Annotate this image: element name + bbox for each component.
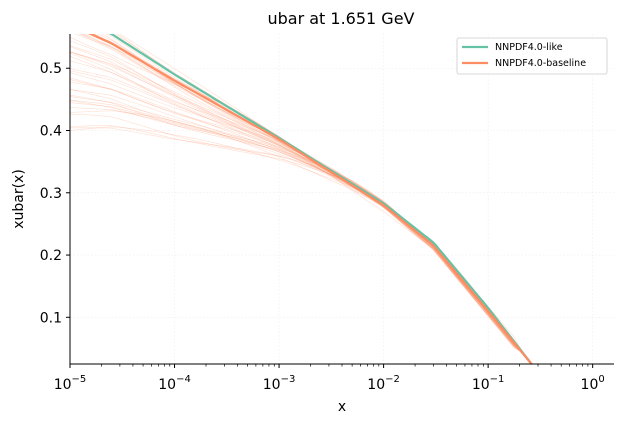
legend-frame xyxy=(456,37,608,75)
y-axis-label: xubar(x) xyxy=(11,169,27,229)
replica-line xyxy=(70,46,532,364)
x-tick-label-4: 10−1 xyxy=(472,374,505,393)
series-line-0 xyxy=(108,34,533,364)
x-tick-label-5: 100 xyxy=(581,374,605,393)
replica-line xyxy=(70,40,531,364)
replica-line xyxy=(79,34,532,364)
replica-line xyxy=(70,60,532,364)
replica-line xyxy=(70,102,532,364)
replica-line xyxy=(70,36,532,363)
x-tick-label-2: 10−3 xyxy=(263,374,296,393)
replica-line xyxy=(70,107,532,364)
replica-line xyxy=(70,77,532,364)
replica-line xyxy=(83,34,532,364)
legend-label-nnpdf40-like: NNPDF4.0-like xyxy=(495,42,563,53)
legend: NNPDF4.0-like NNPDF4.0-baseline xyxy=(456,37,608,75)
replica-line xyxy=(70,99,532,364)
replica-line xyxy=(70,114,531,364)
chart-title: ubar at 1.651 GeV xyxy=(267,9,414,28)
replica-line xyxy=(70,94,532,364)
replica-line xyxy=(70,100,532,364)
replica-line xyxy=(70,70,532,364)
y-tick-label-2: 0.3 xyxy=(40,186,62,202)
y-tick-label-3: 0.4 xyxy=(40,124,62,140)
x-tick-label-3: 10−2 xyxy=(367,374,400,393)
replica-line xyxy=(92,34,531,364)
y-tick-label-1: 0.2 xyxy=(40,248,62,264)
y-tick-label-4: 0.5 xyxy=(40,61,62,77)
series-line-1 xyxy=(88,34,533,364)
replica-line xyxy=(92,34,532,364)
replica-line xyxy=(70,127,532,364)
x-axis-label: x xyxy=(338,399,346,415)
replica-line xyxy=(70,96,532,364)
replica-line xyxy=(70,126,532,364)
replica-line xyxy=(70,45,532,364)
replica-line xyxy=(82,34,532,364)
x-ticks: 10−5 10−4 10−3 10−2 10−1 100 xyxy=(54,364,605,393)
replica-line xyxy=(74,34,532,364)
x-tick-label-1: 10−4 xyxy=(158,374,191,393)
series-lines xyxy=(88,34,533,364)
y-ticks: 0.1 0.2 0.3 0.4 0.5 xyxy=(40,61,70,326)
legend-label-nnpdf40-baseline: NNPDF4.0-baseline xyxy=(495,58,586,69)
y-tick-label-0: 0.1 xyxy=(40,310,62,326)
replica-line xyxy=(70,89,532,364)
replica-line xyxy=(70,72,532,364)
x-tick-label-0: 10−5 xyxy=(54,374,87,393)
replica-line xyxy=(70,110,532,364)
replica-line xyxy=(70,79,532,364)
